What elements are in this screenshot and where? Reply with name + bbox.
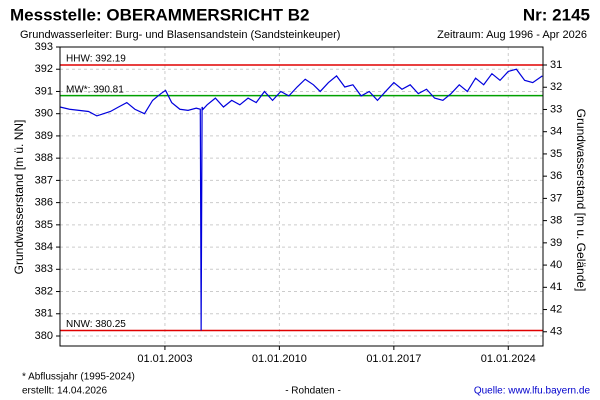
data-line bbox=[59, 68, 543, 331]
y-tick-label: 388 bbox=[35, 152, 53, 164]
y2-tick-label: 43 bbox=[550, 326, 562, 338]
raw-data-note: - Rohdaten - bbox=[285, 386, 341, 397]
y-tick-label: 385 bbox=[35, 219, 53, 231]
reference-label: NNW: 380.25 bbox=[66, 319, 126, 330]
y-tick-label: 382 bbox=[35, 285, 53, 297]
reference-label: MW*: 390.81 bbox=[66, 84, 124, 95]
station-number: Nr: 2145 bbox=[523, 5, 590, 24]
y2-tick-label: 40 bbox=[550, 259, 562, 271]
x-tick-label: 01.01.2017 bbox=[366, 353, 421, 365]
period: Zeitraum: Aug 1996 - Apr 2026 bbox=[437, 29, 587, 41]
y2-tick-label: 34 bbox=[550, 126, 562, 138]
y-tick-label: 380 bbox=[35, 330, 53, 342]
x-tick-label: 01.01.2024 bbox=[481, 353, 536, 365]
y-tick-label: 387 bbox=[35, 174, 53, 186]
y-tick-label: 390 bbox=[35, 108, 53, 120]
y-axis-label: Grundwasserstand [m ü. NN] bbox=[12, 120, 26, 275]
y-tick-label: 384 bbox=[35, 241, 53, 253]
y-tick-label: 393 bbox=[35, 41, 53, 53]
reference-label: HHW: 392.19 bbox=[66, 54, 126, 65]
y2-tick-label: 35 bbox=[550, 148, 562, 160]
y-tick-label: 392 bbox=[35, 63, 53, 75]
x-tick-label: 01.01.2010 bbox=[252, 353, 307, 365]
y2-tick-label: 41 bbox=[550, 281, 562, 293]
y2-axis-label: Grundwasserstand [m u. Gelände] bbox=[574, 109, 588, 292]
y2-tick-label: 39 bbox=[550, 237, 562, 249]
y2-tick-label: 42 bbox=[550, 303, 562, 315]
y2-tick-label: 38 bbox=[550, 215, 562, 227]
y2-tick-label: 37 bbox=[550, 192, 562, 204]
footnote: * Abflussjahr (1995-2024) bbox=[22, 372, 135, 383]
source: Quelle: www.lfu.bayern.de bbox=[474, 386, 591, 397]
y2-tick-label: 36 bbox=[550, 170, 562, 182]
y-tick-label: 381 bbox=[35, 308, 53, 320]
x-tick-label: 01.01.2003 bbox=[137, 353, 192, 365]
y-tick-label: 386 bbox=[35, 197, 53, 209]
y2-tick-label: 33 bbox=[550, 103, 562, 115]
plot-frame bbox=[59, 46, 544, 347]
y2-tick-label: 32 bbox=[550, 81, 562, 93]
created-date: erstellt: 14.04.2026 bbox=[22, 386, 107, 397]
y2-tick-label: 31 bbox=[550, 59, 562, 71]
y-tick-label: 389 bbox=[35, 130, 53, 142]
subtitle: Grundwasserleiter: Burg- und Blasensands… bbox=[20, 29, 340, 41]
y-tick-label: 391 bbox=[35, 85, 53, 97]
y-tick-label: 383 bbox=[35, 263, 53, 275]
chart-title: Messstelle: OBERAMMERSRICHT B2 bbox=[10, 5, 309, 24]
